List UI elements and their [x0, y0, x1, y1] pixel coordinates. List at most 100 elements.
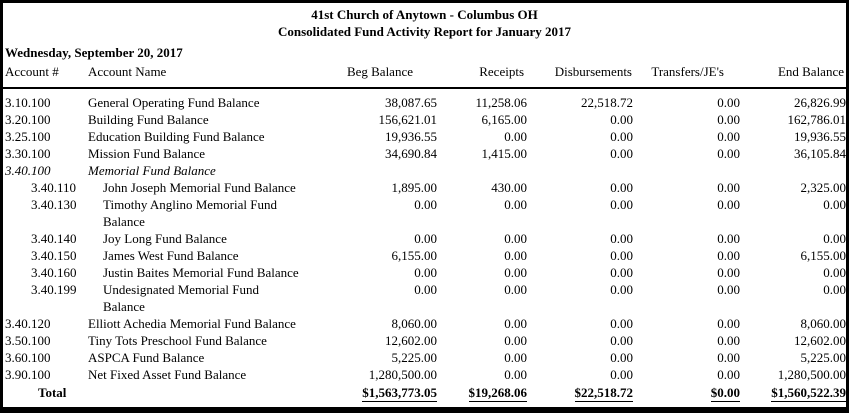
end-balance-cell: 36,105.84 — [794, 146, 846, 161]
table-row: 3.40.140 Joy Long Fund Balance 0.00 0.00… — [3, 230, 846, 247]
end-balance-cell — [740, 162, 846, 179]
transfers-cell: 0.00 — [717, 146, 740, 161]
end-balance-cell: 0.00 — [823, 231, 846, 246]
receipts-cell: 11,258.06 — [475, 95, 527, 110]
total-beg-balance-cell: $1,563,773.05 — [345, 383, 437, 402]
account-number-cell: 3.40.130 — [31, 197, 77, 212]
end-balance-cell: 0.00 — [823, 282, 846, 297]
receipts-cell: 1,415.00 — [481, 146, 528, 161]
table-row: 3.60.100 ASPCA Fund Balance 5,225.00 0.0… — [3, 349, 846, 366]
transfers-cell: 0.00 — [717, 248, 740, 263]
receipts-cell: 0.00 — [504, 129, 527, 144]
total-row: Total $1,563,773.05 $19,268.06 $22,518.7… — [3, 383, 846, 402]
column-header-transfers: Transfers/JE's — [651, 64, 724, 79]
beg-balance-cell: 0.00 — [414, 265, 437, 280]
table-row: 3.40.130 Timothy Anglino Memorial Fund B… — [3, 196, 846, 230]
account-number-cell: 3.40.120 — [5, 316, 51, 331]
end-balance-cell: 6,155.00 — [800, 248, 847, 263]
table-row: 3.30.100 Mission Fund Balance 34,690.84 … — [3, 145, 846, 162]
account-number-cell: 3.40.140 — [31, 231, 77, 246]
disbursements-cell: 0.00 — [610, 282, 633, 297]
transfers-cell: 0.00 — [717, 129, 740, 144]
column-header-account-name: Account Name — [88, 64, 167, 79]
total-beg-balance: $1,563,773.05 — [362, 385, 437, 402]
transfers-cell: 0.00 — [717, 333, 740, 348]
account-name-cell: Education Building Fund Balance — [88, 129, 265, 144]
table-row: 3.50.100 Tiny Tots Preschool Fund Balanc… — [3, 332, 846, 349]
total-label: Total — [38, 385, 67, 400]
report-table-body: 3.10.100 General Operating Fund Balance … — [3, 88, 846, 383]
account-number-cell: 3.60.100 — [5, 350, 51, 365]
receipts-cell — [437, 162, 527, 179]
table-row: 3.40.100 Memorial Fund Balance — [3, 162, 846, 179]
beg-balance-cell: 1,280,500.00 — [368, 367, 437, 382]
account-name-cell: Elliott Achedia Memorial Fund Balance — [88, 316, 296, 331]
column-header-disbursements: Disbursements — [554, 64, 632, 79]
table-row: 3.10.100 General Operating Fund Balance … — [3, 88, 846, 111]
column-header-receipts: Receipts — [479, 64, 524, 79]
report-date: Wednesday, September 20, 2017 — [5, 45, 183, 60]
disbursements-cell: 22,518.72 — [581, 95, 633, 110]
beg-balance-cell — [345, 162, 437, 179]
disbursements-cell: 0.00 — [610, 231, 633, 246]
account-number-cell: 3.30.100 — [5, 146, 51, 161]
disbursements-cell: 0.00 — [610, 350, 633, 365]
table-row: 3.40.160 Justin Baites Memorial Fund Bal… — [3, 264, 846, 281]
receipts-cell: 0.00 — [504, 248, 527, 263]
total-receipts-cell: $19,268.06 — [437, 383, 527, 402]
disbursements-cell: 0.00 — [610, 112, 633, 127]
receipts-cell: 6,165.00 — [481, 112, 528, 127]
disbursements-cell: 0.00 — [610, 129, 633, 144]
column-header-beg-balance: Beg Balance — [346, 64, 413, 79]
account-name-cell: Building Fund Balance — [88, 112, 209, 127]
end-balance-cell: 8,060.00 — [800, 316, 847, 331]
transfers-cell: 0.00 — [717, 350, 740, 365]
end-balance-cell: 19,936.55 — [794, 129, 846, 144]
total-receipts: $19,268.06 — [468, 385, 527, 402]
total-transfers: $0.00 — [710, 385, 740, 402]
account-name-cell: Mission Fund Balance — [88, 146, 205, 161]
account-number-cell: 3.40.199 — [31, 282, 77, 297]
table-row: 3.40.199 Undesignated Memorial Fund Bala… — [3, 281, 846, 315]
disbursements-cell: 0.00 — [610, 248, 633, 263]
receipts-cell: 0.00 — [504, 265, 527, 280]
account-name-cell: Justin Baites Memorial Fund Balance — [103, 265, 299, 280]
report-title: 41st Church of Anytown - Columbus OH — [311, 7, 538, 22]
account-number-cell: 3.10.100 — [5, 95, 51, 110]
disbursements-cell: 0.00 — [610, 333, 633, 348]
account-name-cell: James West Fund Balance — [103, 248, 239, 263]
beg-balance-cell: 12,602.00 — [385, 333, 437, 348]
account-number-cell: 3.40.150 — [31, 248, 77, 263]
total-disbursements: $22,518.72 — [574, 385, 633, 402]
total-end-balance: $1,560,522.39 — [771, 385, 846, 402]
beg-balance-cell: 8,060.00 — [391, 316, 438, 331]
total-disbursements-cell: $22,518.72 — [527, 383, 633, 402]
transfers-cell: 0.00 — [717, 265, 740, 280]
disbursements-cell: 0.00 — [610, 265, 633, 280]
table-row: 3.20.100 Building Fund Balance 156,621.0… — [3, 111, 846, 128]
transfers-cell: 0.00 — [717, 316, 740, 331]
transfers-cell — [633, 162, 740, 179]
beg-balance-cell: 5,225.00 — [391, 350, 438, 365]
account-name-cell: General Operating Fund Balance — [88, 95, 260, 110]
beg-balance-cell: 1,895.00 — [391, 180, 438, 195]
account-number-cell: 3.40.160 — [31, 265, 77, 280]
table-row: 3.40.120 Elliott Achedia Memorial Fund B… — [3, 315, 846, 332]
beg-balance-cell: 0.00 — [414, 282, 437, 297]
report-subtitle: Consolidated Fund Activity Report for Ja… — [278, 24, 571, 39]
receipts-cell: 0.00 — [504, 367, 527, 382]
transfers-cell: 0.00 — [717, 95, 740, 110]
receipts-cell: 0.00 — [504, 197, 527, 212]
beg-balance-cell: 38,087.65 — [385, 95, 437, 110]
end-balance-cell: 12,602.00 — [794, 333, 846, 348]
table-row: 3.25.100 Education Building Fund Balance… — [3, 128, 846, 145]
transfers-cell: 0.00 — [717, 367, 740, 382]
disbursements-cell: 0.00 — [610, 180, 633, 195]
total-empty-cell — [88, 383, 345, 402]
table-header-row: Account # Account Name Beg Balance Recei… — [3, 61, 846, 88]
receipts-cell: 0.00 — [504, 282, 527, 297]
account-number-cell: 3.20.100 — [5, 112, 51, 127]
account-name-cell: Tiny Tots Preschool Fund Balance — [88, 333, 267, 348]
beg-balance-cell: 6,155.00 — [391, 248, 438, 263]
total-end-balance-cell: $1,560,522.39 — [740, 383, 846, 402]
